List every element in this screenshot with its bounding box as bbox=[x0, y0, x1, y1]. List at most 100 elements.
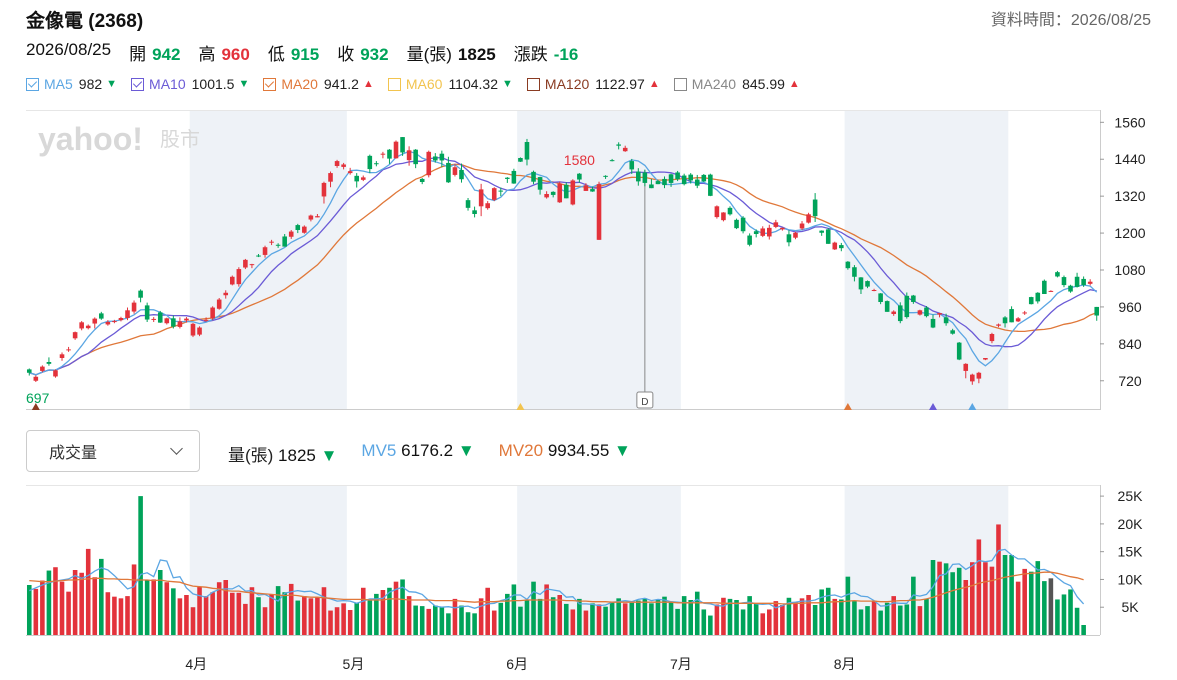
candle bbox=[577, 173, 582, 183]
candle bbox=[734, 218, 739, 230]
ma-label: MA5 bbox=[44, 76, 73, 92]
ma-label: MA10 bbox=[149, 76, 186, 92]
ma-toggle-ma60[interactable]: MA60 1104.32 ▼ bbox=[387, 76, 513, 92]
volume-bar bbox=[295, 600, 301, 635]
volume-bar bbox=[747, 596, 752, 635]
quote-summary: 2026/08/25 開 942 高 960 低 915 收 932 量(張) 1825 … bbox=[26, 40, 596, 65]
volume-bar bbox=[708, 615, 713, 635]
y-tick-label: 840 bbox=[1118, 336, 1142, 352]
candle bbox=[1002, 316, 1008, 328]
candle bbox=[917, 309, 923, 316]
quote-change: 漲跌 -16 bbox=[513, 45, 579, 64]
candle bbox=[393, 140, 399, 159]
candle bbox=[354, 173, 360, 188]
triangle-down-icon: ▼ bbox=[614, 441, 631, 460]
candle bbox=[747, 233, 752, 247]
x-tick-label: 8月 bbox=[834, 656, 856, 672]
candle bbox=[321, 181, 327, 204]
volume-bar bbox=[1002, 555, 1008, 635]
volume-bar bbox=[819, 589, 824, 635]
candle bbox=[518, 157, 523, 162]
volume-bar bbox=[976, 539, 982, 635]
candle bbox=[1009, 306, 1014, 323]
volume-bar bbox=[544, 584, 549, 635]
candle bbox=[996, 323, 1001, 328]
volume-bar bbox=[1028, 571, 1034, 635]
volume-bar bbox=[249, 587, 255, 635]
volume-bar bbox=[367, 600, 373, 635]
volume-bar bbox=[40, 580, 45, 635]
ma-label: MA60 bbox=[405, 76, 443, 92]
candle bbox=[308, 214, 314, 222]
y-tick-label: 720 bbox=[1118, 373, 1142, 389]
volume-bar bbox=[465, 612, 471, 635]
candle bbox=[793, 231, 798, 240]
volume-bar bbox=[347, 610, 353, 635]
volume-bar bbox=[439, 606, 445, 635]
triangle-down-icon: ▼ bbox=[457, 441, 475, 460]
candle bbox=[275, 243, 281, 248]
volume-bar bbox=[157, 570, 163, 635]
volume-bar bbox=[413, 605, 418, 635]
month-band bbox=[517, 110, 681, 410]
volume-bar bbox=[256, 597, 261, 635]
candle bbox=[904, 292, 910, 319]
volume-bar bbox=[33, 588, 39, 635]
volume-bar bbox=[989, 566, 995, 635]
volume-bar bbox=[360, 587, 366, 635]
volume-bar bbox=[911, 576, 916, 635]
candle bbox=[406, 146, 412, 166]
candle bbox=[675, 170, 680, 182]
volume-bar bbox=[897, 605, 903, 635]
candle bbox=[472, 206, 477, 218]
y-tick-label: 25K bbox=[1118, 488, 1144, 504]
volume-stat-量(張): 量(張) 1825 ▼ bbox=[228, 441, 337, 466]
quote-low: 低 915 bbox=[267, 45, 320, 64]
volume-bar bbox=[675, 608, 680, 635]
volume-bar bbox=[596, 604, 602, 635]
candle bbox=[151, 317, 156, 322]
ma-toggle-ma5[interactable]: MA5 982 ▼ bbox=[26, 76, 117, 92]
volume-bar bbox=[79, 572, 84, 635]
volume-bar bbox=[590, 603, 595, 635]
ma-toggle-ma240[interactable]: MA240 845.99 ▲ bbox=[673, 76, 800, 92]
candle bbox=[708, 173, 713, 197]
chevron-down-icon bbox=[170, 442, 183, 455]
ma-toggle-ma20[interactable]: MA20 941.2 ▲ bbox=[263, 76, 374, 92]
candle bbox=[616, 142, 621, 150]
candle bbox=[668, 173, 674, 187]
volume-bar bbox=[210, 592, 215, 635]
volume-bar bbox=[825, 587, 831, 635]
volume-bar bbox=[511, 584, 517, 635]
volume-bar bbox=[832, 598, 838, 635]
volume-bar bbox=[59, 581, 65, 635]
yahoo-logo-service: 股市 bbox=[160, 128, 200, 151]
ma-value: 1122.97 bbox=[595, 76, 645, 92]
candle bbox=[203, 317, 209, 322]
volume-bar bbox=[66, 591, 71, 635]
month-band bbox=[189, 110, 347, 410]
volume-bar bbox=[288, 583, 294, 635]
volume-bar bbox=[852, 601, 857, 635]
candle bbox=[374, 161, 379, 167]
triangle-up-icon: ▲ bbox=[648, 78, 660, 90]
volume-bar bbox=[557, 595, 563, 635]
ma-toggle-ma120[interactable]: MA120 1122.97 ▲ bbox=[526, 76, 660, 92]
volume-bar bbox=[236, 592, 242, 635]
volume-bar bbox=[760, 613, 766, 635]
event-marker bbox=[636, 391, 654, 409]
volume-bar bbox=[112, 596, 117, 635]
candle bbox=[799, 221, 805, 230]
volume-bar bbox=[243, 603, 248, 635]
ma-toggle-ma10[interactable]: MA10 1001.5 ▼ bbox=[131, 76, 249, 92]
ma-value: 845.99 bbox=[742, 76, 785, 92]
indicator-select[interactable]: 成交量 bbox=[26, 430, 200, 472]
volume-bar bbox=[269, 594, 274, 635]
volume-bar bbox=[459, 605, 464, 635]
candle bbox=[865, 280, 870, 289]
stat-label: MV20 bbox=[498, 441, 544, 460]
volume-bar bbox=[400, 579, 405, 635]
candle bbox=[819, 230, 824, 236]
candle bbox=[33, 375, 39, 382]
volume-bar bbox=[701, 609, 707, 635]
